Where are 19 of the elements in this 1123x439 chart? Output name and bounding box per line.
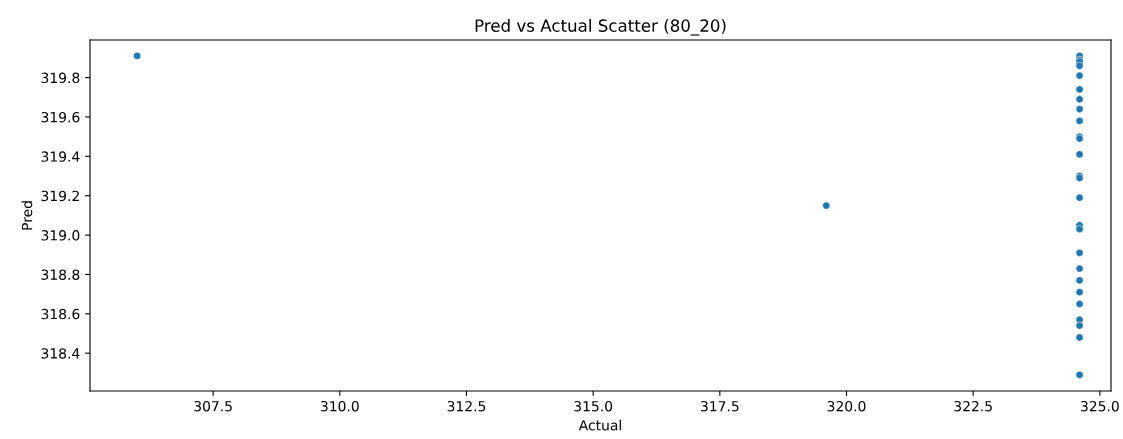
x-tick-label: 317.5 <box>701 400 739 412</box>
x-tick-label: 312.5 <box>447 400 486 412</box>
x-tick-label: 310.0 <box>320 400 359 412</box>
x-tick-label: 320.0 <box>827 400 866 412</box>
y-tick-label: 318.6 <box>41 308 80 320</box>
x-tick-label: 307.5 <box>194 400 232 412</box>
y-axis-title: Pred <box>21 201 33 230</box>
y-tick-label: 319.2 <box>41 190 79 202</box>
y-tick-label: 318.8 <box>41 269 80 280</box>
x-tick-label: 325.0 <box>1081 400 1119 412</box>
y-tick-label: 319.6 <box>41 111 80 123</box>
x-tick-label: 315.0 <box>574 400 613 412</box>
x-axis-title: Actual <box>578 419 621 431</box>
x-tick-label: 322.5 <box>954 400 992 412</box>
y-tick-label: 319.4 <box>41 151 80 162</box>
y-tick-label: 319.8 <box>41 72 80 84</box>
y-tick-label: 318.4 <box>41 348 80 359</box>
y-tick-label: 319.0 <box>41 230 80 241</box>
chart-title: Pred vs Actual Scatter (80_20) <box>475 19 726 36</box>
